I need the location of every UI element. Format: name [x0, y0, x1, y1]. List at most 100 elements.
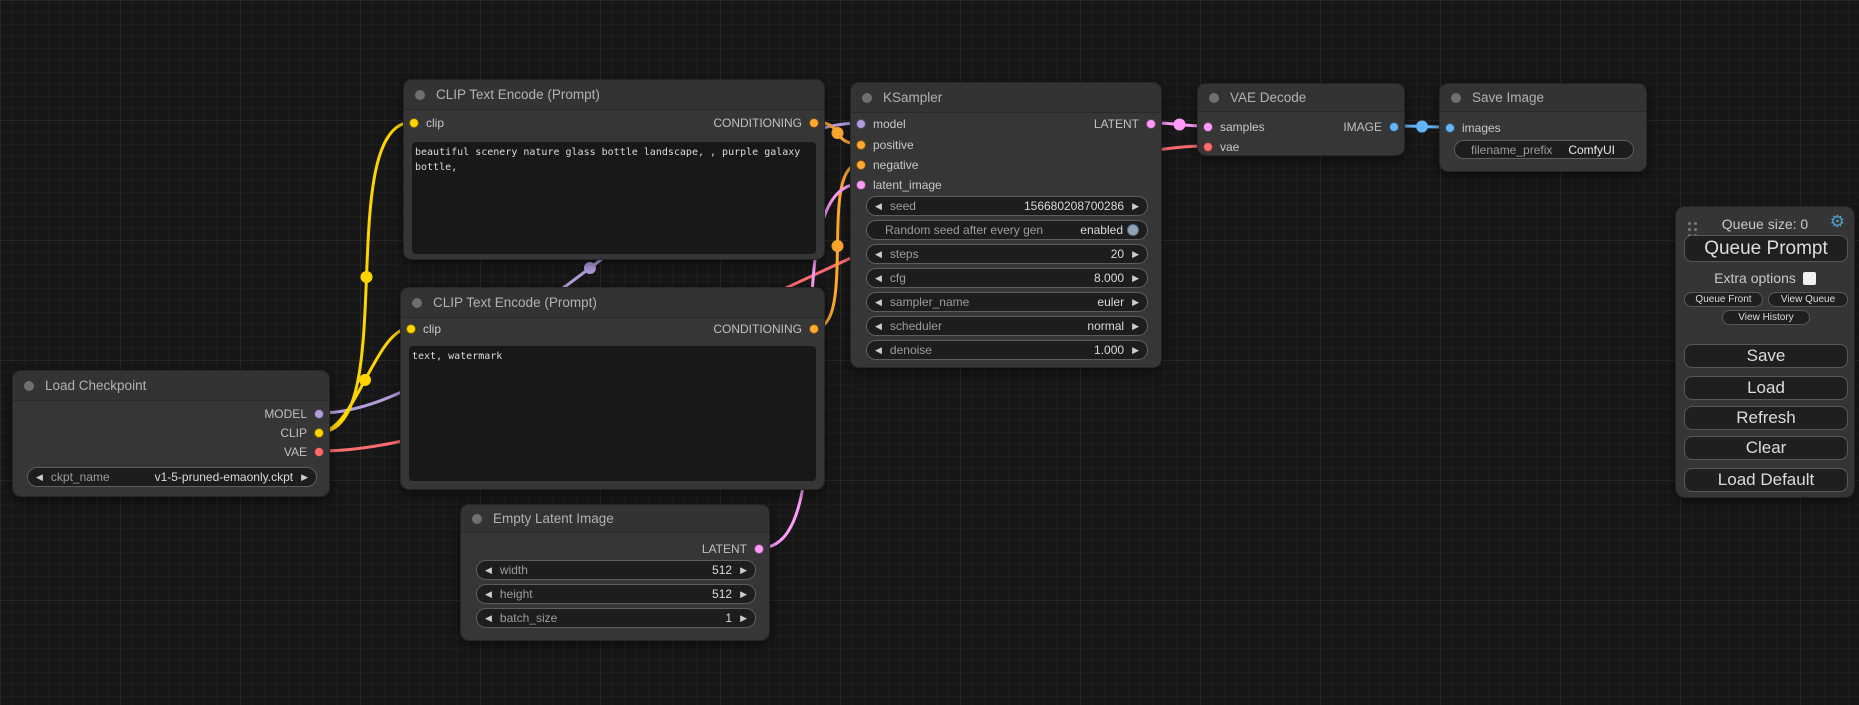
- wire-midpoint-dot[interactable]: [584, 262, 596, 274]
- node-header[interactable]: KSampler: [851, 83, 1161, 113]
- clip-port-dot[interactable]: [409, 118, 419, 128]
- conditioning-port-dot[interactable]: [809, 118, 819, 128]
- save-button[interactable]: Save: [1684, 344, 1848, 368]
- widget-width[interactable]: ◀ width 512 ▶: [476, 560, 756, 580]
- wire-midpoint-dot[interactable]: [1416, 120, 1428, 133]
- widget-height[interactable]: ◀ height 512 ▶: [476, 584, 756, 604]
- output-port-model[interactable]: MODEL: [264, 405, 324, 423]
- node-header[interactable]: Load Checkpoint: [13, 371, 329, 401]
- decrement-arrow-icon[interactable]: ◀: [36, 471, 43, 482]
- clip-port-dot[interactable]: [314, 428, 324, 438]
- settings-gear-icon[interactable]: ⚙: [1829, 212, 1845, 231]
- vae-port-dot[interactable]: [314, 447, 324, 457]
- collapse-dot-icon[interactable]: [412, 297, 422, 308]
- latent-port-dot[interactable]: [754, 544, 764, 554]
- positive-prompt-textarea[interactable]: beautiful scenery nature glass bottle la…: [412, 142, 816, 254]
- output-port-conditioning[interactable]: CONDITIONING: [713, 320, 819, 338]
- increment-arrow-icon[interactable]: ▶: [740, 588, 747, 599]
- widget-filename-prefix[interactable]: filename_prefix ComfyUI: [1454, 140, 1634, 159]
- increment-arrow-icon[interactable]: ▶: [1132, 344, 1139, 355]
- input-port-clip[interactable]: clip: [406, 320, 441, 338]
- widget-batch-size[interactable]: ◀ batch_size 1 ▶: [476, 608, 756, 628]
- node-header[interactable]: VAE Decode: [1198, 84, 1404, 112]
- clear-button[interactable]: Clear: [1684, 436, 1848, 460]
- widget-steps[interactable]: ◀ steps 20 ▶: [866, 244, 1148, 264]
- widget-sampler-name[interactable]: ◀ sampler_name euler ▶: [866, 292, 1148, 312]
- increment-arrow-icon[interactable]: ▶: [1132, 272, 1139, 283]
- collapse-dot-icon[interactable]: [415, 89, 425, 100]
- decrement-arrow-icon[interactable]: ◀: [875, 320, 882, 331]
- increment-arrow-icon[interactable]: ▶: [1132, 200, 1139, 211]
- node-header[interactable]: Empty Latent Image: [461, 505, 769, 533]
- image-port-dot[interactable]: [1445, 123, 1455, 133]
- conditioning-port-dot[interactable]: [856, 140, 866, 150]
- input-port-clip[interactable]: clip: [409, 114, 444, 132]
- latent-port-dot[interactable]: [1203, 122, 1213, 132]
- vae-port-dot[interactable]: [1203, 142, 1213, 152]
- widget-ckpt-name[interactable]: ◀ ckpt_name v1-5-pruned-emaonly.ckpt ▶: [27, 467, 317, 487]
- model-port-dot[interactable]: [314, 409, 324, 419]
- input-port-positive[interactable]: positive: [856, 136, 914, 154]
- wire-midpoint-dot[interactable]: [831, 127, 844, 139]
- decrement-arrow-icon[interactable]: ◀: [875, 248, 882, 259]
- node-header[interactable]: CLIP Text Encode (Prompt): [404, 80, 824, 110]
- output-port-latent[interactable]: LATENT: [1094, 115, 1156, 133]
- conditioning-port-dot[interactable]: [809, 324, 819, 334]
- collapse-dot-icon[interactable]: [472, 513, 482, 524]
- collapse-dot-icon[interactable]: [1209, 92, 1219, 103]
- decrement-arrow-icon[interactable]: ◀: [485, 588, 492, 599]
- decrement-arrow-icon[interactable]: ◀: [875, 344, 882, 355]
- output-port-clip[interactable]: CLIP: [280, 424, 324, 442]
- widget-seed[interactable]: ◀ seed 156680208700286 ▶: [866, 196, 1148, 216]
- latent-port-dot[interactable]: [1146, 119, 1156, 129]
- decrement-arrow-icon[interactable]: ◀: [485, 612, 492, 623]
- node-clip-text-encode-positive[interactable]: CLIP Text Encode (Prompt) clip CONDITION…: [403, 79, 825, 260]
- input-port-samples[interactable]: samples: [1203, 118, 1265, 136]
- decrement-arrow-icon[interactable]: ◀: [485, 564, 492, 575]
- input-port-negative[interactable]: negative: [856, 156, 918, 174]
- queue-front-button[interactable]: Queue Front: [1684, 292, 1763, 307]
- increment-arrow-icon[interactable]: ▶: [740, 612, 747, 623]
- extra-options-checkbox[interactable]: [1802, 271, 1816, 285]
- decrement-arrow-icon[interactable]: ◀: [875, 296, 882, 307]
- input-port-latent-image[interactable]: latent_image: [856, 176, 942, 194]
- image-port-dot[interactable]: [1389, 122, 1399, 132]
- output-port-image[interactable]: IMAGE: [1343, 118, 1399, 136]
- node-empty-latent-image[interactable]: Empty Latent Image LATENT ◀ width 512 ▶ …: [460, 504, 770, 641]
- increment-arrow-icon[interactable]: ▶: [301, 471, 308, 482]
- conditioning-port-dot[interactable]: [856, 160, 866, 170]
- drag-handle-icon[interactable]: [1688, 222, 1691, 225]
- negative-prompt-textarea[interactable]: text, watermark: [409, 346, 816, 481]
- node-save-image[interactable]: Save Image images filename_prefix ComfyU…: [1439, 83, 1647, 172]
- output-port-vae[interactable]: VAE: [284, 443, 324, 461]
- increment-arrow-icon[interactable]: ▶: [1132, 320, 1139, 331]
- model-port-dot[interactable]: [856, 119, 866, 129]
- input-port-images[interactable]: images: [1445, 119, 1501, 137]
- view-queue-button[interactable]: View Queue: [1768, 292, 1848, 307]
- increment-arrow-icon[interactable]: ▶: [1132, 296, 1139, 307]
- decrement-arrow-icon[interactable]: ◀: [875, 272, 882, 283]
- wire-midpoint-dot[interactable]: [831, 240, 844, 252]
- clip-port-dot[interactable]: [406, 324, 416, 334]
- increment-arrow-icon[interactable]: ▶: [740, 564, 747, 575]
- increment-arrow-icon[interactable]: ▶: [1132, 248, 1139, 259]
- node-header[interactable]: CLIP Text Encode (Prompt): [401, 288, 824, 318]
- node-ksampler[interactable]: KSampler LATENT model positive negative …: [850, 82, 1162, 368]
- collapse-dot-icon[interactable]: [862, 92, 872, 103]
- widget-scheduler[interactable]: ◀ scheduler normal ▶: [866, 316, 1148, 336]
- collapse-dot-icon[interactable]: [24, 380, 34, 391]
- refresh-button[interactable]: Refresh: [1684, 406, 1848, 430]
- collapse-dot-icon[interactable]: [1451, 92, 1461, 103]
- wire-midpoint-dot[interactable]: [359, 374, 371, 386]
- queue-prompt-button[interactable]: Queue Prompt: [1684, 235, 1848, 262]
- input-port-model[interactable]: model: [856, 115, 906, 133]
- node-vae-decode[interactable]: VAE Decode samples IMAGE vae: [1197, 83, 1405, 156]
- node-load-checkpoint[interactable]: Load Checkpoint MODEL CLIP VAE ◀ ckpt_na…: [12, 370, 330, 497]
- widget-random-seed[interactable]: Random seed after every gen enabled: [866, 220, 1148, 240]
- input-port-vae[interactable]: vae: [1203, 138, 1239, 156]
- wire-midpoint-dot[interactable]: [360, 271, 373, 283]
- node-clip-text-encode-negative[interactable]: CLIP Text Encode (Prompt) clip CONDITION…: [400, 287, 825, 490]
- view-history-button[interactable]: View History: [1722, 310, 1810, 325]
- output-port-latent[interactable]: LATENT: [702, 540, 764, 558]
